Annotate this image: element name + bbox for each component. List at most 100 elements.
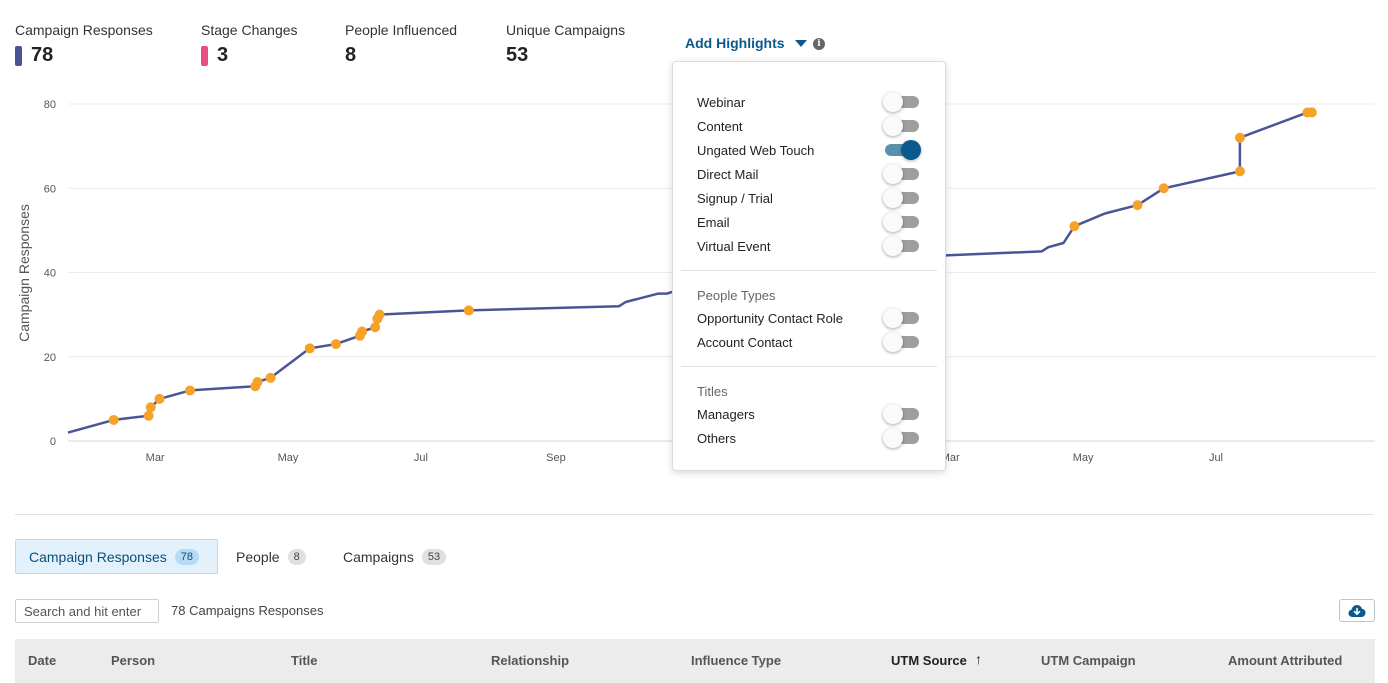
highlight-marker [154, 393, 165, 404]
highlight-option-label: Ungated Web Touch [697, 142, 815, 158]
signup-trial-toggle[interactable] [883, 188, 921, 208]
highlight-marker [184, 385, 195, 396]
stat-value: 8 [345, 44, 357, 66]
y-tick-label: 20 [44, 352, 56, 364]
stat-label: Stage Changes [201, 22, 298, 38]
tab-count-badge: 78 [174, 548, 199, 565]
popover-divider [681, 366, 937, 367]
stat-campaign-responses: Campaign Responses 78 [15, 22, 153, 67]
others-toggle[interactable] [883, 428, 921, 448]
column-header-date[interactable]: Date [28, 653, 57, 668]
y-tick-label: 80 [44, 99, 56, 111]
highlight-marker [145, 402, 156, 413]
chart-x-axis: Mar May Jul Sep Mar May Jul [146, 452, 1223, 464]
highlight-option-label: Email [697, 214, 730, 230]
stat-stage-changes: Stage Changes 3 [201, 22, 298, 67]
toggle-knob [883, 332, 903, 352]
search-input[interactable] [15, 599, 159, 623]
chart-series [67, 107, 1317, 434]
toggle-knob [883, 116, 903, 136]
info-icon[interactable]: i [813, 38, 825, 50]
highlight-marker [143, 410, 154, 421]
highlight-option-opportunity-contact-role[interactable]: Opportunity Contact Role [697, 308, 921, 328]
highlight-marker [1069, 221, 1080, 232]
highlight-marker [1234, 132, 1245, 143]
caret-down-icon [794, 40, 807, 47]
highlight-option-others[interactable]: Others [697, 428, 921, 448]
highlight-option-label: Direct Mail [697, 166, 759, 182]
highlight-marker [374, 309, 385, 320]
stat-label: People Influenced [345, 22, 458, 38]
highlight-option-content[interactable]: Content [697, 116, 921, 136]
toggle-knob [883, 308, 903, 328]
stat-label: Campaign Responses [15, 22, 153, 38]
highlight-option-email[interactable]: Email [697, 212, 921, 232]
highlight-marker [357, 326, 368, 337]
tab-campaigns[interactable]: Campaigns 53 [343, 539, 447, 574]
toggle-knob [883, 92, 903, 112]
stat-value: 3 [217, 44, 229, 66]
x-tick-label: Jul [1209, 452, 1223, 464]
toggle-knob [883, 236, 903, 256]
highlight-option-ungated-web-touch[interactable]: Ungated Web Touch [697, 140, 921, 160]
popover-divider [681, 270, 937, 271]
column-header-person[interactable]: Person [111, 653, 156, 668]
column-header-utm-campaign[interactable]: UTM Campaign [1041, 653, 1136, 668]
x-tick-label: Mar [146, 452, 165, 464]
content-toggle[interactable] [883, 116, 921, 136]
x-tick-label: Sep [546, 452, 566, 464]
x-tick-label: Jul [414, 452, 428, 464]
column-header-title[interactable]: Title [291, 653, 318, 668]
account-contact-toggle[interactable] [883, 332, 921, 352]
toggle-knob [883, 428, 903, 448]
webinar-toggle[interactable] [883, 92, 921, 112]
chart-y-axis-label: Campaign Responses [16, 204, 32, 342]
stat-value: 53 [506, 44, 529, 66]
y-tick-label: 0 [50, 436, 56, 448]
column-header-relationship[interactable]: Relationship [491, 653, 570, 668]
highlights-popover: Webinar Content Ungated Web Touch Direct… [672, 61, 946, 471]
sort-ascending-icon[interactable]: ↑ [975, 651, 982, 667]
highlight-option-webinar[interactable]: Webinar [697, 92, 921, 112]
highlight-option-direct-mail[interactable]: Direct Mail [697, 164, 921, 184]
highlight-option-managers[interactable]: Managers [697, 404, 921, 424]
download-button[interactable] [1339, 599, 1375, 622]
highlight-option-label: Account Contact [697, 334, 793, 350]
column-header-influence-type[interactable]: Influence Type [691, 653, 782, 668]
tab-campaign-responses[interactable]: Campaign Responses 78 [15, 539, 218, 574]
stat-people-influenced: People Influenced 8 [345, 22, 457, 67]
column-header-amount-attributed[interactable]: Amount Attributed [1228, 653, 1343, 668]
highlight-option-label: Content [697, 118, 743, 134]
tab-label: Campaign Responses [29, 548, 167, 565]
managers-toggle[interactable] [883, 404, 921, 424]
direct-mail-toggle[interactable] [883, 164, 921, 184]
highlight-option-virtual-event[interactable]: Virtual Event [697, 236, 921, 256]
email-toggle[interactable] [883, 212, 921, 232]
y-tick-label: 40 [44, 268, 56, 280]
toggle-knob [883, 404, 903, 424]
virtual-event-toggle[interactable] [883, 236, 921, 256]
tab-label: People [236, 548, 280, 565]
highlight-option-account-contact[interactable]: Account Contact [697, 332, 921, 352]
x-tick-label: May [1073, 452, 1094, 464]
toggle-knob [883, 164, 903, 184]
highlight-marker [1234, 166, 1245, 177]
add-highlights-button[interactable]: Add Highlights [685, 35, 807, 51]
tab-people[interactable]: People 8 [236, 539, 306, 574]
highlight-option-label: Signup / Trial [697, 190, 773, 206]
series-swatch [15, 45, 22, 66]
opportunity-contact-role-toggle[interactable] [883, 308, 921, 328]
section-divider [15, 514, 1374, 515]
highlight-option-signup-trial[interactable]: Signup / Trial [697, 188, 921, 208]
titles-heading: Titles [697, 384, 728, 399]
highlight-marker [252, 377, 263, 388]
toggle-knob [883, 188, 903, 208]
stat-label: Unique Campaigns [506, 22, 626, 38]
tab-label: Campaigns [343, 548, 414, 565]
series-line [67, 111, 1312, 434]
highlight-marker [1306, 107, 1317, 118]
stat-unique-campaigns: Unique Campaigns 53 [506, 22, 625, 67]
column-header-utm-source[interactable]: UTM Source [891, 653, 967, 668]
ungated-web-touch-toggle[interactable] [885, 140, 921, 160]
